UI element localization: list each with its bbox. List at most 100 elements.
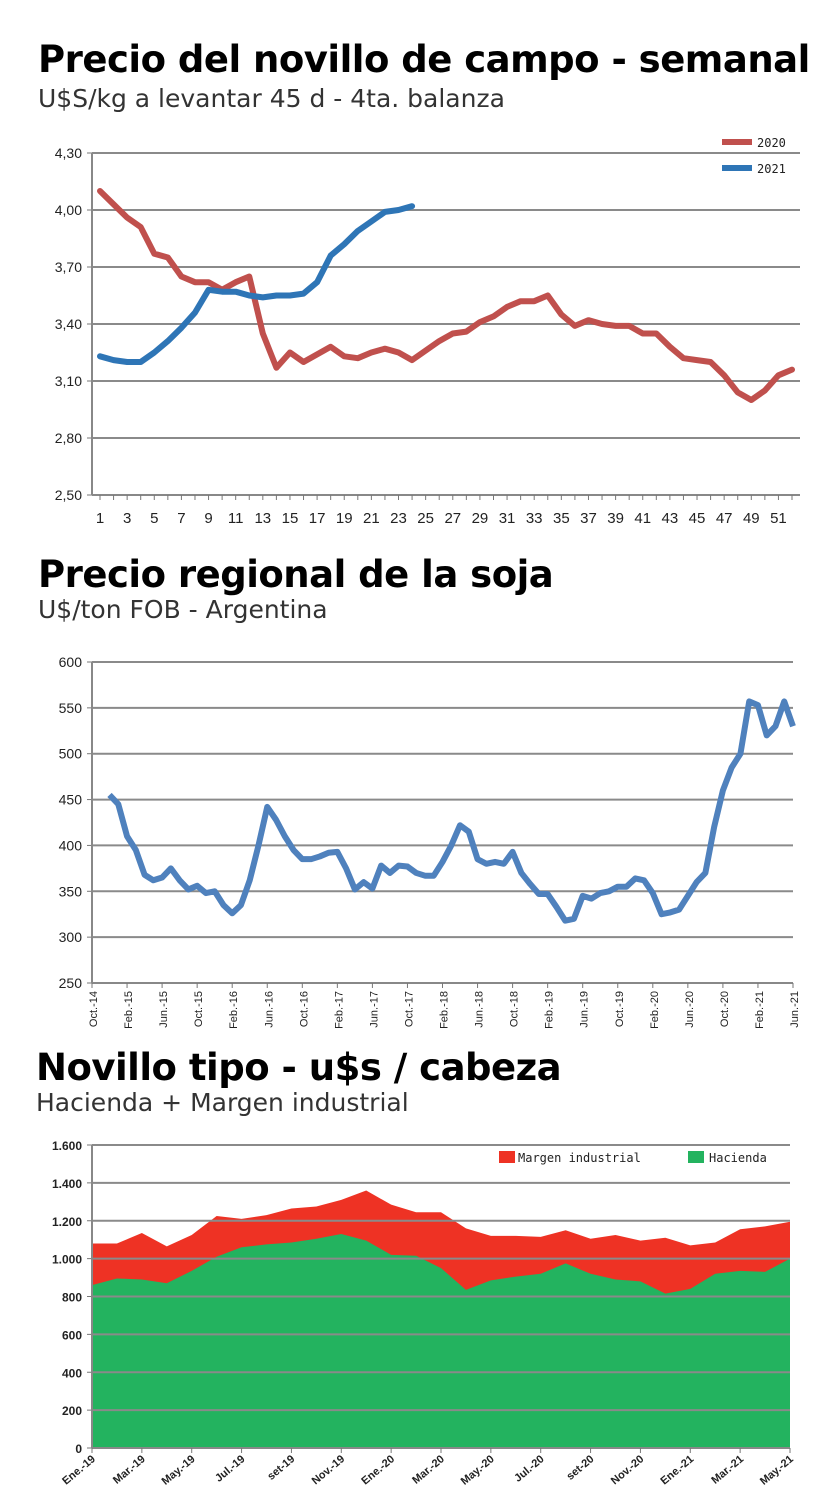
chart2-ytick-label: 450 (59, 792, 83, 808)
chart2-xtick-label: Feb.-18 (439, 991, 451, 1029)
chart1-ytick-label: 3,70 (55, 259, 82, 275)
chart1-ytick-label: 2,80 (55, 430, 82, 446)
chart2-xtick-label: Jun.-17 (368, 991, 380, 1028)
chart3-xtick-label: Nov.-19 (310, 1453, 348, 1487)
chart2-series-line (107, 698, 796, 924)
chart3-xtick-label: Mar.-20 (410, 1453, 447, 1487)
chart3-xtick-label: Jul.-20 (512, 1453, 546, 1485)
chart2-xtick-label: Jun.-15 (158, 991, 170, 1028)
chart1-legend-label-2021: 2021 (757, 162, 786, 176)
chart3-xtick-label: May.-19 (160, 1453, 198, 1488)
chart3-legend-label-margen: Margen industrial (518, 1151, 641, 1165)
chart2-xtick-label: Feb.-21 (754, 991, 766, 1029)
chart1-xtick-label: 17 (309, 510, 326, 527)
chart1-subtitle: U$S/kg a levantar 45 d - 4ta. balanza (38, 84, 505, 113)
chart3-xtick-label: set-20 (564, 1453, 596, 1483)
chart3-xtick-label: May.-20 (459, 1453, 497, 1488)
chart2-xtick-label: Feb.-15 (123, 991, 135, 1029)
chart3-legend-swatch-margen (499, 1151, 515, 1163)
chart1-xtick-label: 45 (689, 510, 706, 527)
chart3-xtick-label: May.-21 (758, 1453, 796, 1488)
chart2-xtick-label: Feb.-19 (544, 991, 556, 1029)
chart3-ytick-label: 1.600 (52, 1139, 82, 1153)
chart1-xtick-label: 11 (228, 510, 244, 527)
chart3-legend-swatch-hacienda (688, 1151, 704, 1163)
chart2-xtick-label: Jun.-18 (474, 991, 486, 1028)
chart1-xtick-label: 19 (336, 510, 353, 527)
chart1-ytick-label: 3,40 (55, 316, 82, 332)
chart3-xtick-label: Ene.-20 (359, 1453, 397, 1487)
chart2-xtick-label: Jun.-19 (579, 991, 591, 1028)
chart1-ytick-label: 2,50 (55, 487, 82, 503)
chart3-xtick-label: Ene.-19 (60, 1453, 98, 1487)
chart3-xtick-label: Mar.-21 (709, 1453, 746, 1487)
chart3-ytick-label: 600 (62, 1328, 82, 1342)
chart1-series-2021 (97, 203, 416, 365)
chart1-xtick-label: 41 (634, 510, 651, 527)
chart1-xtick-label: 51 (770, 510, 787, 527)
chart3-subtitle: Hacienda + Margen industrial (36, 1088, 409, 1117)
chart2-ytick-label: 400 (59, 837, 83, 853)
chart1-xtick-label: 15 (282, 510, 299, 527)
chart3-area-hacienda (92, 1234, 790, 1448)
chart1-xtick-label: 13 (254, 510, 271, 527)
chart1-legend-label-2020: 2020 (757, 136, 786, 150)
chart2-subtitle: U$/ton FOB - Argentina (38, 595, 328, 624)
chart3-xtick-label: Nov.-20 (609, 1453, 647, 1487)
chart2-title: Precio regional de la soja (38, 553, 554, 596)
chart2-xtick-label: Feb.-17 (333, 991, 345, 1029)
chart2-xtick-label: Jun.-21 (789, 991, 801, 1028)
chart3-ytick-label: 200 (62, 1404, 82, 1418)
chart2-xtick-label: Oct.-17 (403, 991, 415, 1027)
chart1-ytick-label: 4,00 (55, 202, 82, 218)
chart3-xtick-label: Mar.-19 (111, 1453, 148, 1487)
chart2-xtick-label: Feb.-16 (228, 991, 240, 1029)
chart3-ytick-label: 1.400 (52, 1177, 82, 1191)
chart3-xtick-label: set-19 (265, 1453, 297, 1483)
chart3-xtick-label: Ene.-21 (659, 1453, 697, 1487)
chart3-ytick-label: 0 (75, 1442, 82, 1456)
chart2-xtick-label: Jun.-20 (684, 991, 696, 1028)
chart1-series-2020 (97, 188, 795, 403)
chart1-title: Precio del novillo de campo - semanal (38, 38, 810, 81)
chart3-legend-label-hacienda: Hacienda (709, 1151, 767, 1165)
chart1-ytick-label: 4,30 (55, 145, 82, 161)
chart3-title: Novillo tipo - u$s / cabeza (36, 1046, 562, 1089)
chart2-ytick-label: 550 (59, 700, 83, 716)
chart2-xtick-label: Oct.-19 (614, 991, 626, 1027)
chart2-xtick-label: Oct.-14 (88, 991, 100, 1027)
chart1-ytick-label: 3,10 (55, 373, 82, 389)
chart1-xtick-label: 39 (607, 510, 624, 527)
chart2-xtick-label: Oct.-16 (298, 991, 310, 1027)
chart3-ytick-label: 1.200 (52, 1215, 82, 1229)
chart2-xtick-label: Oct.-15 (193, 991, 205, 1027)
chart1-xtick-label: 3 (123, 510, 131, 527)
chart2-ytick-label: 350 (59, 883, 83, 899)
chart1-xtick-label: 21 (363, 510, 380, 527)
chart1-xtick-label: 35 (553, 510, 570, 527)
chart2-ytick-label: 300 (59, 929, 83, 945)
chart1-xtick-label: 43 (662, 510, 679, 527)
chart1-xtick-label: 25 (417, 510, 434, 527)
chart1-xtick-label: 23 (390, 510, 407, 527)
chart1-xtick-label: 9 (204, 510, 212, 527)
chart2-xtick-label: Oct.-18 (509, 991, 521, 1027)
chart2-xtick-label: Oct.-20 (719, 991, 731, 1027)
chart2-ytick-label: 250 (59, 975, 83, 991)
chart3-ytick-label: 800 (62, 1291, 82, 1305)
chart2-ytick-label: 600 (59, 654, 83, 670)
chart3-xtick-label: Jul.-19 (213, 1453, 247, 1485)
chart2-xtick-label: Feb.-20 (649, 991, 661, 1029)
chart3-ytick-label: 400 (62, 1366, 82, 1380)
chart1-xtick-label: 31 (499, 510, 516, 527)
chart1-xtick-label: 37 (580, 510, 597, 527)
chart1-xtick-label: 7 (177, 510, 185, 527)
chart1-xtick-label: 49 (743, 510, 760, 527)
chart1-xtick-label: 47 (716, 510, 733, 527)
chart1-xtick-label: 27 (444, 510, 461, 527)
chart2-ytick-label: 500 (59, 746, 83, 762)
chart1-xtick-label: 33 (526, 510, 543, 527)
chart1-xtick-label: 5 (150, 510, 158, 527)
